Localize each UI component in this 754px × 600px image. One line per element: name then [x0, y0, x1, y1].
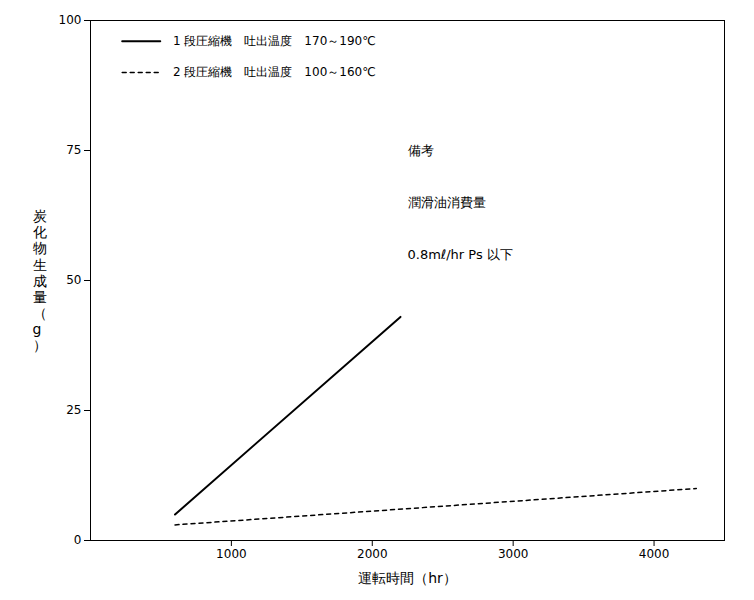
svg-text:1000: 1000	[216, 547, 247, 561]
svg-text:1 段圧縮機 吐出温度 170～190℃: 1 段圧縮機 吐出温度 170～190℃	[173, 34, 376, 48]
svg-text:潤滑油消費量: 潤滑油消費量	[408, 195, 486, 210]
svg-text:25: 25	[66, 403, 81, 417]
svg-text:75: 75	[66, 143, 81, 157]
svg-text:50: 50	[66, 273, 81, 287]
svg-text:2000: 2000	[357, 547, 388, 561]
svg-text:100: 100	[59, 13, 82, 27]
svg-text:0: 0	[74, 533, 82, 547]
svg-text:炭化物生成量（g）: 炭化物生成量（g）	[33, 208, 47, 353]
svg-text:2 段圧縮機 吐出温度 100～160℃: 2 段圧縮機 吐出温度 100～160℃	[173, 65, 376, 79]
svg-text:運転時間（hr）: 運転時間（hr）	[358, 570, 457, 586]
svg-text:4000: 4000	[639, 547, 670, 561]
svg-text:3000: 3000	[498, 547, 529, 561]
svg-text:備考: 備考	[408, 143, 434, 158]
svg-text:0.8mℓ/hr Ps 以下: 0.8mℓ/hr Ps 以下	[408, 247, 513, 262]
